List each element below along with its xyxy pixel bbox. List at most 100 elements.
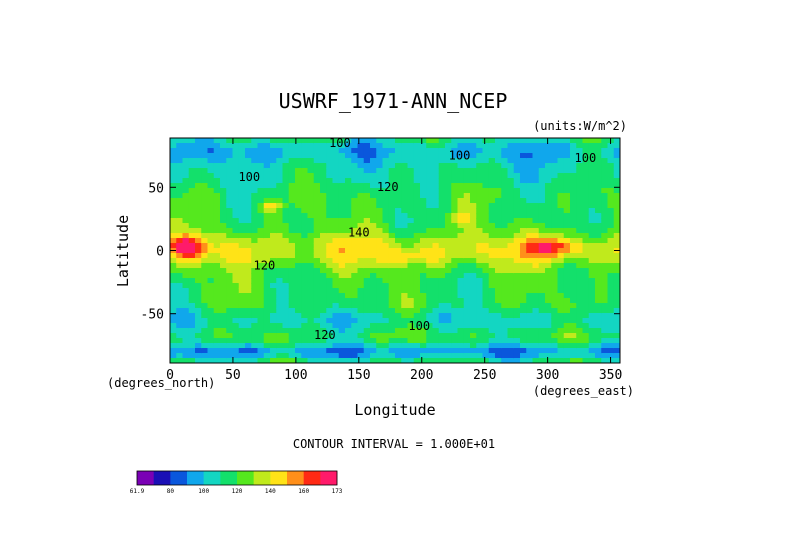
field-cell <box>301 143 309 149</box>
field-cell <box>257 338 265 344</box>
field-cell <box>345 318 352 324</box>
field-cell <box>613 283 620 289</box>
field-cell <box>401 268 409 274</box>
field-cell <box>538 283 546 289</box>
field-cell <box>251 238 259 244</box>
field-cell <box>413 258 421 264</box>
field-cell <box>351 148 359 154</box>
field-cell <box>432 268 440 274</box>
field-cell <box>457 308 465 314</box>
field-cell <box>551 178 559 184</box>
field-cell <box>401 238 409 244</box>
field-cell <box>395 313 402 319</box>
field-cell <box>213 158 221 164</box>
field-cell <box>570 158 577 164</box>
field-cell <box>351 298 359 304</box>
field-cell <box>501 188 509 194</box>
field-cell <box>351 283 359 289</box>
field-cell <box>482 283 490 289</box>
field-cell <box>201 208 209 214</box>
field-cell <box>395 168 402 174</box>
field-cell <box>338 228 346 234</box>
field-cell <box>313 148 321 154</box>
field-cell <box>370 208 377 214</box>
field-cell <box>457 253 465 259</box>
field-cell <box>538 288 546 294</box>
field-cell <box>357 138 365 144</box>
field-cell <box>232 343 240 349</box>
field-cell <box>513 253 521 259</box>
field-cell <box>407 318 415 324</box>
field-cell <box>457 288 465 294</box>
field-cell <box>351 138 359 144</box>
field-cell <box>220 163 227 169</box>
field-cell <box>276 183 284 189</box>
field-cell <box>563 208 571 214</box>
field-cell <box>388 273 396 279</box>
field-cell <box>563 288 571 294</box>
field-cell <box>201 293 209 299</box>
field-cell <box>401 278 409 284</box>
field-cell <box>520 283 527 289</box>
field-cell <box>563 238 571 244</box>
field-cell <box>345 203 352 209</box>
field-cell <box>538 333 546 339</box>
field-cell <box>201 228 209 234</box>
field-cell <box>526 333 534 339</box>
field-cell <box>501 258 509 264</box>
field-cell <box>507 233 515 239</box>
field-cell <box>295 333 302 339</box>
field-cell <box>420 193 427 199</box>
field-cell <box>470 193 477 199</box>
field-cell <box>613 163 620 169</box>
field-cell <box>476 153 484 159</box>
field-cell <box>501 203 509 209</box>
colorbar-swatch <box>187 471 204 485</box>
field-cell <box>607 208 615 214</box>
field-cell <box>551 343 559 349</box>
field-cell <box>376 303 384 309</box>
field-cell <box>313 273 321 279</box>
field-cell <box>376 193 384 199</box>
field-cell <box>263 288 271 294</box>
field-cell <box>357 243 365 249</box>
field-cell <box>245 203 252 209</box>
field-cell <box>276 328 284 334</box>
field-cell <box>401 223 409 229</box>
field-cell <box>432 173 440 179</box>
field-cell <box>570 228 577 234</box>
field-cell <box>195 228 202 234</box>
field-cell <box>426 288 434 294</box>
field-cell <box>182 293 190 299</box>
field-cell <box>320 328 327 334</box>
field-cell <box>238 358 246 363</box>
field-cell <box>382 213 390 219</box>
field-cell <box>407 348 415 354</box>
field-cell <box>263 178 271 184</box>
field-cell <box>438 218 446 224</box>
field-cell <box>213 223 221 229</box>
field-cell <box>582 193 590 199</box>
field-cell <box>445 203 452 209</box>
field-cell <box>488 303 496 309</box>
field-cell <box>270 308 277 314</box>
field-cell <box>351 328 359 334</box>
field-cell <box>288 198 296 204</box>
field-cell <box>413 253 421 259</box>
field-cell <box>401 213 409 219</box>
field-cell <box>295 278 302 284</box>
field-cell <box>582 173 590 179</box>
field-cell <box>307 353 315 359</box>
field-cell <box>270 353 277 359</box>
field-cell <box>513 283 521 289</box>
field-cell <box>313 208 321 214</box>
field-cell <box>482 143 490 149</box>
field-cell <box>313 203 321 209</box>
field-cell <box>407 218 415 224</box>
field-cell <box>501 318 509 324</box>
field-cell <box>213 318 221 324</box>
field-cell <box>432 283 440 289</box>
field-cell <box>588 288 596 294</box>
field-cell <box>395 223 402 229</box>
field-cell <box>276 318 284 324</box>
